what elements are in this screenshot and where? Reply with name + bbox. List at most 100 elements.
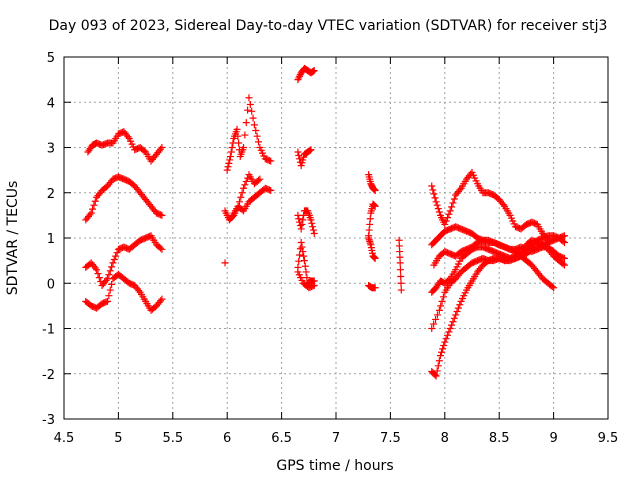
data-point xyxy=(453,308,461,316)
series-block1-mid xyxy=(82,232,166,290)
x-tick-label: 7.5 xyxy=(380,431,401,446)
series-block3-top xyxy=(294,64,318,84)
series-block4-c xyxy=(365,234,379,262)
y-tick-label: 0 xyxy=(47,277,55,292)
data-point xyxy=(550,284,558,292)
series-block2-c xyxy=(229,171,264,219)
data-point xyxy=(267,157,275,165)
series-block1-upper xyxy=(82,173,166,224)
data-point xyxy=(296,251,304,259)
data-point xyxy=(441,220,449,228)
data-point xyxy=(448,203,456,211)
data-point xyxy=(224,163,232,171)
data-point xyxy=(449,318,457,326)
series-block5-fall xyxy=(430,236,558,292)
plot-frame xyxy=(63,56,609,420)
data-point xyxy=(242,119,250,127)
data-point xyxy=(135,287,143,295)
x-tick-label: 8.5 xyxy=(489,431,510,446)
series-block3-e xyxy=(294,268,318,292)
data-point xyxy=(440,341,448,349)
data-point xyxy=(294,148,302,156)
data-point xyxy=(253,132,261,140)
data-point xyxy=(299,216,307,224)
data-point xyxy=(95,274,103,282)
data-point xyxy=(106,267,114,275)
data-point xyxy=(254,138,262,146)
data-point xyxy=(432,198,440,206)
data-point xyxy=(429,186,437,194)
data-point xyxy=(94,270,102,278)
data-point xyxy=(441,338,449,346)
data-point xyxy=(158,295,166,303)
data-point xyxy=(430,320,438,328)
data-point xyxy=(310,67,318,75)
data-point xyxy=(428,325,436,332)
data-point xyxy=(295,215,303,223)
x-tick-label: 7 xyxy=(332,431,340,446)
data-point xyxy=(158,144,166,151)
data-point xyxy=(245,94,253,102)
data-point xyxy=(396,266,404,274)
data-point xyxy=(444,214,452,222)
data-point xyxy=(436,352,444,360)
data-point xyxy=(371,284,379,292)
data-point xyxy=(302,268,310,276)
data-point xyxy=(234,132,242,140)
data-point xyxy=(241,181,249,189)
series-block3-b xyxy=(294,146,315,170)
data-point xyxy=(233,125,241,133)
data-point xyxy=(297,239,305,247)
data-point xyxy=(252,127,260,135)
axis-ticks: 4.5 5 5.5 6 6.5 7 7.5 8 8.5 9 9.5 -3 -2 -1 0 1 2 3 4 5 xyxy=(42,51,618,446)
data-point xyxy=(450,195,458,203)
data-point xyxy=(452,311,460,319)
data-point xyxy=(300,257,308,265)
x-tick-label: 5.5 xyxy=(162,431,183,446)
data-point xyxy=(432,315,440,323)
series-block2-a xyxy=(223,94,275,174)
data-point xyxy=(448,321,456,329)
data-point xyxy=(250,121,258,129)
data-point xyxy=(295,151,303,159)
data-point xyxy=(296,222,304,230)
data-point xyxy=(238,189,246,197)
y-tick-label: 5 xyxy=(47,51,55,66)
data-point xyxy=(454,304,462,312)
data-point xyxy=(560,239,568,247)
data-point xyxy=(548,283,556,291)
series-block4-d xyxy=(365,282,379,292)
data-point xyxy=(428,182,436,190)
data-point xyxy=(91,264,99,272)
data-point xyxy=(244,106,252,114)
series-block3-c xyxy=(294,207,318,237)
data-point xyxy=(431,371,439,379)
series-block4-f xyxy=(395,236,405,294)
series-block4-b xyxy=(365,200,379,240)
data-point xyxy=(303,274,311,282)
data-point xyxy=(300,252,308,260)
data-point xyxy=(112,252,120,260)
data-point xyxy=(113,249,121,257)
data-point xyxy=(437,302,445,310)
data-point xyxy=(223,166,231,174)
data-point xyxy=(93,266,101,274)
data-point xyxy=(298,220,306,228)
series-block2-lone xyxy=(221,259,229,267)
data-point xyxy=(433,311,441,319)
data-point xyxy=(450,314,458,322)
data-point xyxy=(228,144,236,151)
data-point xyxy=(226,153,234,161)
data-point xyxy=(397,272,405,280)
data-point xyxy=(158,211,166,219)
data-point xyxy=(449,199,457,207)
data-point xyxy=(295,74,303,82)
series-block1-low xyxy=(82,270,166,314)
data-point xyxy=(445,210,453,218)
data-point xyxy=(106,286,114,294)
data-point xyxy=(157,297,165,305)
chart-title: Day 093 of 2023, Sidereal Day-to-day VTE… xyxy=(49,18,608,34)
data-point xyxy=(240,184,248,192)
series-block3-d xyxy=(294,239,318,287)
